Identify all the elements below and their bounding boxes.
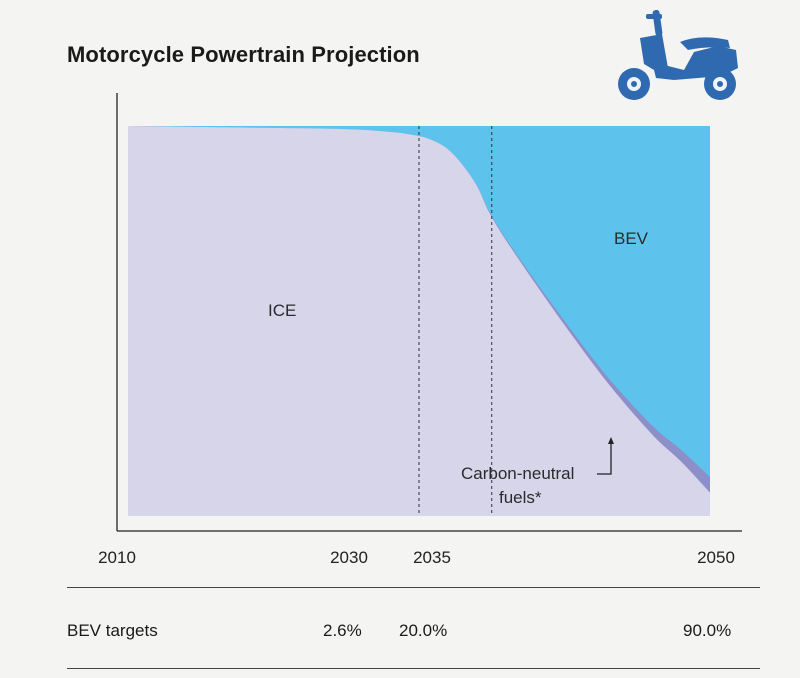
bev-target-2035: 20.0%: [399, 621, 448, 640]
table-divider-bottom: [67, 668, 760, 669]
table-divider-top: [67, 587, 760, 588]
x-tick-2010: 2010: [98, 548, 136, 567]
x-tick-2030: 2030: [330, 548, 368, 567]
chart-title: Motorcycle Powertrain Projection: [67, 42, 420, 67]
scooter-icon: [610, 9, 745, 110]
bev-target-2050: 90.0%: [683, 621, 732, 640]
x-tick-labels: 2010 2030 2035 2050: [98, 548, 735, 567]
cnf-callout-line: [597, 441, 612, 475]
scooter-icon-graphic: [618, 9, 738, 100]
bev-targets-label: BEV targets: [67, 621, 158, 640]
area-label-ice: ICE: [268, 301, 296, 320]
area-label-cnf-line1: Carbon-neutral: [461, 464, 574, 483]
area-label-bev: BEV: [614, 229, 649, 248]
cnf-callout-arrow: [608, 437, 614, 444]
area-label-cnf-line2: fuels*: [499, 488, 542, 507]
x-tick-2035: 2035: [413, 548, 451, 567]
bev-target-2030: 2.6%: [323, 621, 362, 640]
x-tick-2050: 2050: [697, 548, 735, 567]
